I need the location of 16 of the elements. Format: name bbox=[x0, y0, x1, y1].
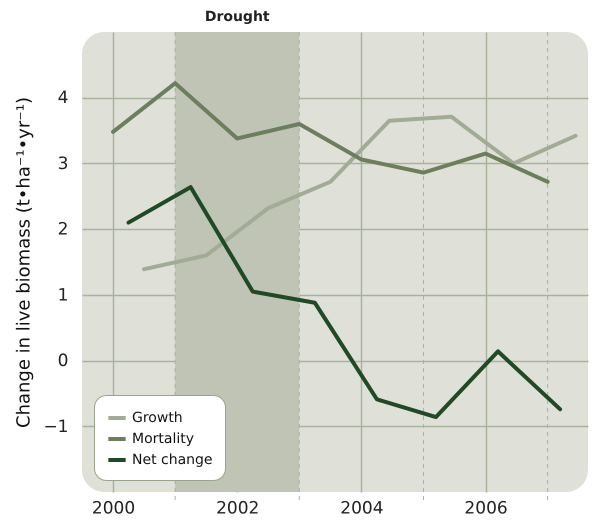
x-tick-label: 2004 bbox=[340, 498, 384, 518]
x-tick-label: 2002 bbox=[216, 498, 260, 518]
legend-label: Growth bbox=[132, 410, 183, 426]
legend-label: Mortality bbox=[132, 431, 194, 447]
x-tick-label: 2006 bbox=[464, 498, 508, 518]
y-tick-label: 1 bbox=[58, 285, 68, 306]
y-tick-label: −1 bbox=[43, 416, 68, 437]
band-label: Drought bbox=[204, 9, 270, 25]
y-axis-title: Change in live biomass (t•ha⁻¹•yr⁻¹) bbox=[13, 97, 34, 428]
x-tick-label: 2000 bbox=[92, 498, 136, 518]
y-tick-label: 0 bbox=[58, 351, 68, 372]
legend-label: Net change bbox=[132, 452, 213, 468]
y-tick-label: 4 bbox=[58, 88, 68, 108]
line-series bbox=[111, 81, 550, 184]
y-tick-label: 2 bbox=[58, 220, 68, 240]
y-tick-label: 3 bbox=[58, 154, 68, 174]
